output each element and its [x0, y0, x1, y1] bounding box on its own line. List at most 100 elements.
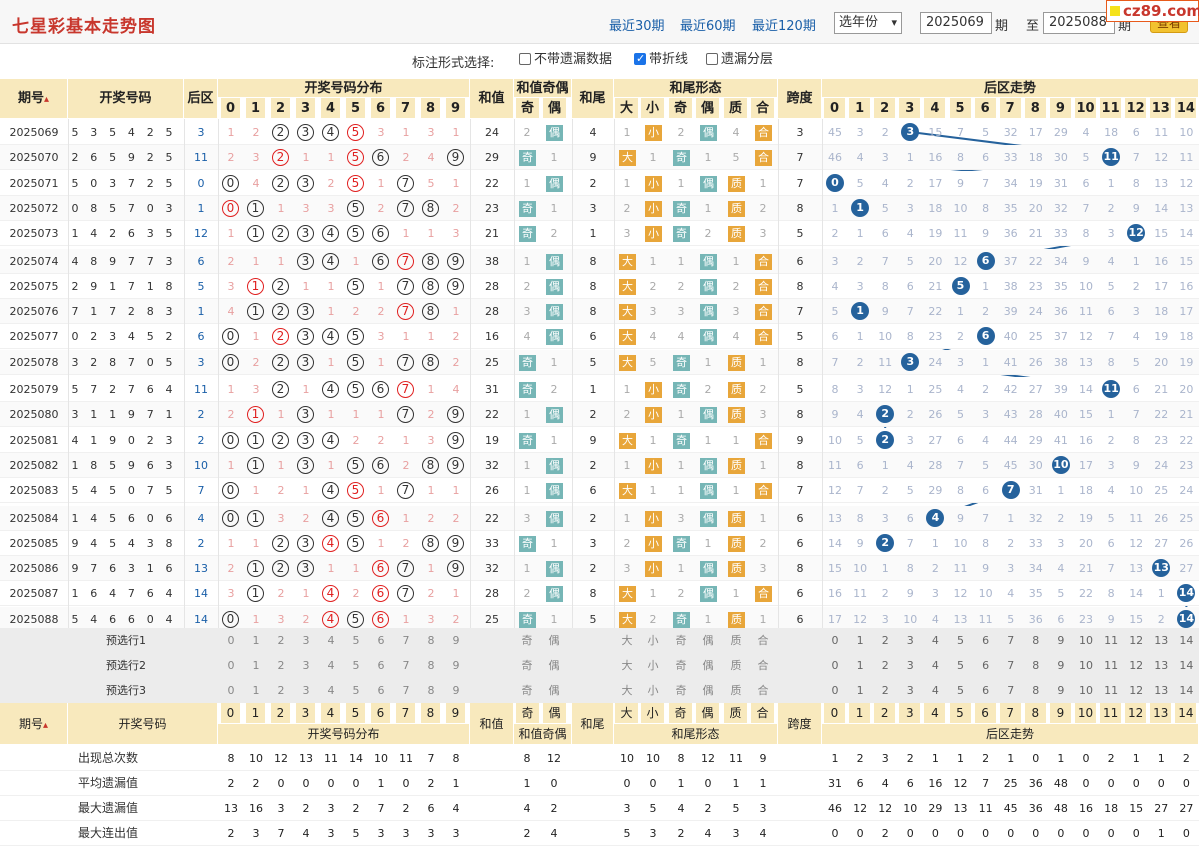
predict-oe[interactable]: 奇 [521, 684, 533, 697]
predict-oe[interactable]: 偶 [548, 634, 560, 647]
predict-oe[interactable]: 偶 [548, 684, 560, 697]
predict-digit[interactable]: 4 [327, 659, 335, 672]
predict-digit[interactable]: 9 [452, 684, 460, 697]
predict-digit[interactable]: 8 [427, 684, 435, 697]
predict-back-digit[interactable]: 6 [982, 634, 990, 647]
predict-back-digit[interactable]: 10 [1079, 684, 1093, 697]
predict-back-digit[interactable]: 2 [881, 634, 889, 647]
predict-back-digit[interactable]: 9 [1057, 684, 1065, 697]
predict-digit[interactable]: 6 [377, 634, 385, 647]
predict-tail-form[interactable]: 奇 [675, 634, 687, 647]
predict-back-digit[interactable]: 4 [931, 684, 939, 697]
predict-back-digit[interactable]: 9 [1057, 634, 1065, 647]
predict-back-digit[interactable]: 4 [931, 659, 939, 672]
predict-tail-form[interactable]: 奇 [675, 659, 687, 672]
predict-back-digit[interactable]: 14 [1179, 659, 1194, 672]
predict-digit[interactable]: 9 [452, 634, 460, 647]
predict-digit[interactable]: 8 [427, 659, 435, 672]
predict-back-digit[interactable]: 13 [1154, 684, 1169, 697]
predict-row[interactable] [0, 653, 1199, 678]
predict-back-digit[interactable]: 12 [1129, 659, 1144, 672]
predict-back-digit[interactable]: 5 [957, 684, 964, 697]
predict-digit[interactable]: 2 [277, 634, 285, 647]
year-select[interactable]: 选年份 ▾ [834, 12, 902, 34]
predict-digit[interactable]: 5 [352, 684, 360, 697]
predict-back-digit[interactable]: 8 [1032, 634, 1040, 647]
predict-back-digit[interactable]: 11 [1104, 634, 1119, 647]
predict-digit[interactable]: 4 [327, 684, 335, 697]
link-recent-60[interactable]: 最近60期 [680, 19, 736, 34]
predict-digit[interactable]: 0 [227, 634, 235, 647]
predict-digit[interactable]: 1 [252, 634, 260, 647]
predict-back-digit[interactable]: 13 [1154, 634, 1169, 647]
predict-back-digit[interactable]: 2 [881, 684, 889, 697]
predict-back-digit[interactable]: 12 [1129, 684, 1144, 697]
checkbox-icon[interactable] [634, 51, 646, 67]
checkbox-icon[interactable] [519, 53, 531, 65]
to-issue-input[interactable]: 2025088 [1043, 12, 1115, 34]
link-recent-30[interactable]: 最近30期 [609, 19, 665, 34]
predict-digit[interactable]: 1 [252, 684, 260, 697]
predict-row[interactable] [0, 678, 1199, 703]
from-issue-input[interactable]: 2025069 [920, 12, 992, 34]
predict-digit[interactable]: 7 [402, 684, 410, 697]
predict-back-digit[interactable]: 5 [957, 659, 964, 672]
predict-digit[interactable]: 1 [252, 659, 260, 672]
predict-tail-form[interactable]: 质 [730, 634, 742, 647]
predict-back-digit[interactable]: 1 [856, 634, 864, 647]
option-layered-missing[interactable]: 遗漏分层 [706, 52, 773, 68]
predict-back-digit[interactable]: 1 [856, 684, 864, 697]
predict-back-digit[interactable]: 10 [1079, 634, 1093, 647]
predict-oe[interactable]: 奇 [521, 659, 533, 672]
predict-back-digit[interactable]: 7 [1007, 634, 1015, 647]
sort-icon[interactable]: ▴ [42, 720, 49, 731]
predict-digit[interactable]: 6 [377, 659, 385, 672]
predict-back-digit[interactable]: 4 [931, 634, 939, 647]
predict-tail-form[interactable]: 偶 [702, 634, 714, 647]
predict-digit[interactable]: 7 [402, 634, 410, 647]
predict-back-digit[interactable]: 7 [1007, 684, 1015, 697]
predict-back-digit[interactable]: 8 [1032, 684, 1040, 697]
predict-tail-form[interactable]: 质 [730, 684, 742, 697]
predict-back-digit[interactable]: 0 [831, 659, 839, 672]
predict-digit[interactable]: 0 [227, 684, 235, 697]
predict-digit[interactable]: 5 [352, 634, 360, 647]
predict-digit[interactable]: 9 [452, 659, 460, 672]
predict-back-digit[interactable]: 2 [881, 659, 889, 672]
predict-back-digit[interactable]: 11 [1104, 659, 1119, 672]
predict-tail-form[interactable]: 合 [757, 659, 769, 672]
predict-back-digit[interactable]: 1 [856, 659, 864, 672]
predict-back-digit[interactable]: 0 [831, 634, 839, 647]
predict-back-digit[interactable]: 6 [982, 684, 990, 697]
predict-back-digit[interactable]: 8 [1032, 659, 1040, 672]
predict-digit[interactable]: 3 [302, 634, 310, 647]
predict-oe[interactable]: 奇 [521, 634, 533, 647]
predict-digit[interactable]: 2 [277, 659, 285, 672]
predict-back-digit[interactable]: 0 [831, 684, 839, 697]
predict-digit[interactable]: 2 [277, 684, 285, 697]
predict-tail-form[interactable]: 大 [621, 634, 633, 647]
predict-tail-form[interactable]: 大 [621, 684, 633, 697]
predict-back-digit[interactable]: 10 [1079, 659, 1093, 672]
predict-back-digit[interactable]: 7 [1007, 659, 1015, 672]
predict-back-digit[interactable]: 3 [906, 659, 914, 672]
predict-back-digit[interactable]: 5 [957, 634, 964, 647]
predict-back-digit[interactable]: 14 [1179, 684, 1194, 697]
predict-back-digit[interactable]: 3 [906, 634, 914, 647]
predict-digit[interactable]: 0 [227, 659, 235, 672]
predict-tail-form[interactable]: 质 [730, 659, 742, 672]
link-recent-120[interactable]: 最近120期 [752, 19, 816, 34]
predict-tail-form[interactable]: 合 [757, 634, 769, 647]
predict-tail-form[interactable]: 偶 [702, 684, 714, 697]
predict-back-digit[interactable]: 13 [1154, 659, 1169, 672]
predict-back-digit[interactable]: 14 [1179, 634, 1194, 647]
predict-digit[interactable]: 7 [402, 659, 410, 672]
option-no-missing[interactable]: 不带遗漏数据 [519, 52, 612, 68]
predict-tail-form[interactable]: 小 [647, 659, 659, 672]
predict-tail-form[interactable]: 合 [757, 684, 769, 697]
predict-digit[interactable]: 4 [327, 634, 335, 647]
predict-digit[interactable]: 3 [302, 659, 310, 672]
predict-digit[interactable]: 8 [427, 634, 435, 647]
predict-tail-form[interactable]: 奇 [675, 684, 687, 697]
predict-back-digit[interactable]: 3 [906, 684, 914, 697]
